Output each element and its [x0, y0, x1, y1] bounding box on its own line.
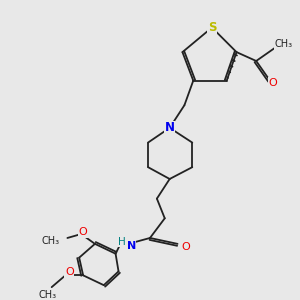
Text: CH₃: CH₃	[39, 290, 57, 300]
Text: CH₃: CH₃	[275, 39, 293, 49]
Text: S: S	[208, 21, 216, 34]
Text: O: O	[268, 78, 277, 88]
Text: N: N	[165, 121, 175, 134]
Text: H: H	[118, 237, 125, 247]
Text: O: O	[65, 267, 74, 278]
Text: O: O	[79, 227, 88, 237]
Text: O: O	[181, 242, 190, 252]
Text: CH₃: CH₃	[41, 236, 59, 246]
Text: N: N	[127, 241, 136, 251]
